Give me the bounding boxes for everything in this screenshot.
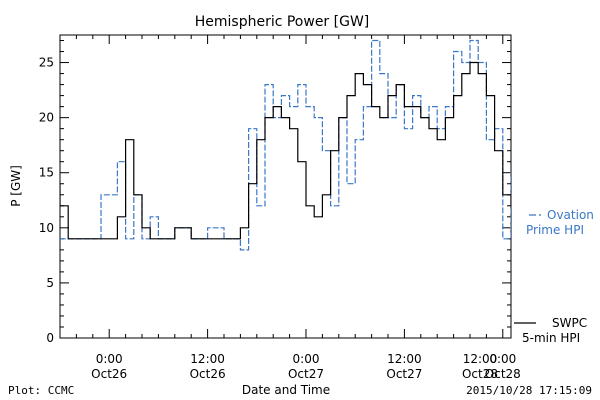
legend-ovation-label-2: Prime HPI xyxy=(526,223,584,237)
series-layer xyxy=(60,39,511,251)
x-tick-label-time: 12:00 xyxy=(190,352,225,366)
legend-swpc-label-2: 5-min HPI xyxy=(522,331,580,345)
x-tick-label-time: 0:00 xyxy=(96,352,123,366)
x-tick-label-day: Oct28 xyxy=(485,367,521,381)
y-axis-label: P [GW] xyxy=(9,165,23,207)
y-tick-label: 10 xyxy=(39,221,54,235)
x-tick-label-time: 0:00 xyxy=(489,352,516,366)
swpc-series-line xyxy=(60,61,511,240)
axis-ticks: 05101520250:00Oct2612:00Oct260:00Oct2712… xyxy=(39,35,521,381)
footer-source: Plot: CCMC xyxy=(8,384,74,397)
legend-swpc-label-1: SWPC xyxy=(552,316,587,330)
chart-title: Hemispheric Power [GW] xyxy=(195,14,370,30)
legend: Ovation Prime HPI SWPC 5-min HPI xyxy=(514,208,594,345)
y-tick-label: 20 xyxy=(39,111,54,125)
x-axis-label: Date and Time xyxy=(242,383,330,397)
x-tick-label-time: 12:00 xyxy=(463,352,498,366)
y-tick-label: 15 xyxy=(39,166,54,180)
legend-ovation-label-1: Ovation xyxy=(547,208,594,222)
x-tick-label-day: Oct26 xyxy=(190,367,226,381)
plot-frame xyxy=(59,34,512,339)
x-tick-label-day: Oct27 xyxy=(288,367,324,381)
y-tick-label: 25 xyxy=(39,56,54,70)
y-tick-label: 0 xyxy=(46,331,54,345)
footer-timestamp: 2015/10/28 17:15:09 xyxy=(466,384,592,397)
x-tick-label-day: Oct28 xyxy=(462,367,498,381)
y-tick-label: 5 xyxy=(46,276,54,290)
x-tick-label-day: Oct27 xyxy=(386,367,422,381)
x-tick-label-day: Oct26 xyxy=(91,367,127,381)
x-tick-label-time: 0:00 xyxy=(293,352,320,366)
x-tick-label-time: 12:00 xyxy=(387,352,422,366)
